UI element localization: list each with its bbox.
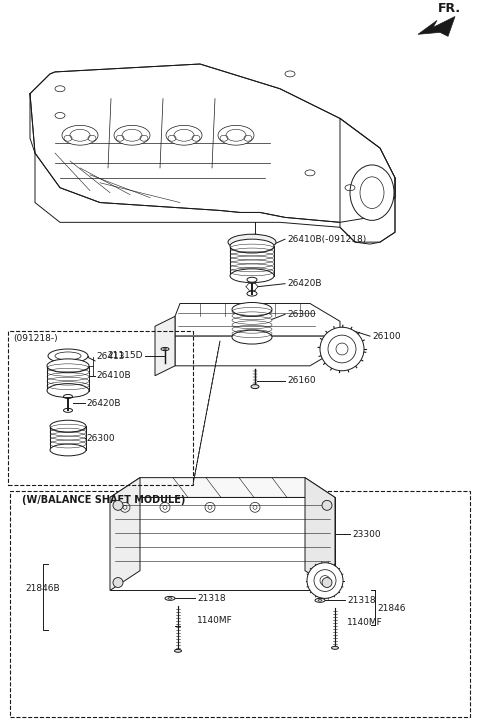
Polygon shape (175, 336, 340, 366)
Polygon shape (418, 17, 455, 36)
Text: 23300: 23300 (352, 529, 381, 539)
Ellipse shape (322, 577, 332, 587)
Ellipse shape (50, 420, 86, 432)
Ellipse shape (322, 500, 332, 510)
Text: 1140MF: 1140MF (197, 616, 233, 624)
Text: 26410B: 26410B (96, 371, 131, 380)
Ellipse shape (113, 500, 123, 510)
Polygon shape (305, 478, 335, 590)
Ellipse shape (50, 444, 86, 456)
Ellipse shape (165, 596, 175, 601)
Ellipse shape (218, 125, 254, 145)
Ellipse shape (47, 384, 89, 398)
Ellipse shape (175, 649, 181, 652)
Text: (091218-): (091218-) (13, 334, 58, 343)
Ellipse shape (230, 239, 274, 253)
Ellipse shape (307, 563, 343, 598)
Ellipse shape (350, 165, 394, 220)
Text: 21846: 21846 (377, 603, 406, 613)
Polygon shape (340, 119, 395, 244)
Text: 26100: 26100 (372, 332, 401, 341)
Ellipse shape (320, 327, 364, 371)
Ellipse shape (47, 359, 89, 373)
Polygon shape (110, 478, 335, 497)
Ellipse shape (114, 125, 150, 145)
Ellipse shape (251, 385, 259, 388)
Ellipse shape (228, 234, 276, 250)
Ellipse shape (332, 646, 338, 649)
Polygon shape (30, 64, 395, 222)
Ellipse shape (48, 349, 88, 363)
Ellipse shape (232, 330, 272, 344)
Text: 21115D: 21115D (108, 351, 143, 361)
Text: 26420B: 26420B (287, 279, 322, 288)
Polygon shape (140, 478, 305, 571)
Text: 26300: 26300 (86, 433, 115, 443)
Text: 26410B(-091218): 26410B(-091218) (287, 235, 366, 244)
Text: 1140MF: 1140MF (347, 618, 383, 627)
Text: 26413: 26413 (96, 353, 124, 361)
Polygon shape (175, 303, 340, 336)
Bar (10, 491, 470, 717)
Text: FR.: FR. (438, 1, 461, 15)
Text: (W/BALANCE SHAFT MODULE): (W/BALANCE SHAFT MODULE) (22, 495, 185, 505)
Polygon shape (110, 478, 140, 590)
Ellipse shape (232, 302, 272, 316)
Text: 21318: 21318 (197, 594, 226, 603)
Ellipse shape (62, 125, 98, 145)
Ellipse shape (166, 125, 202, 145)
Text: 26160: 26160 (287, 376, 316, 385)
Ellipse shape (113, 577, 123, 587)
Ellipse shape (230, 269, 274, 283)
Ellipse shape (315, 598, 325, 602)
Ellipse shape (161, 348, 169, 350)
Text: 21846B: 21846B (25, 584, 60, 593)
Polygon shape (155, 316, 175, 376)
Text: 26420B: 26420B (86, 399, 120, 408)
Polygon shape (110, 497, 335, 590)
Bar (8, 332, 193, 485)
Text: 26300: 26300 (287, 310, 316, 319)
Text: 21318: 21318 (347, 596, 376, 605)
